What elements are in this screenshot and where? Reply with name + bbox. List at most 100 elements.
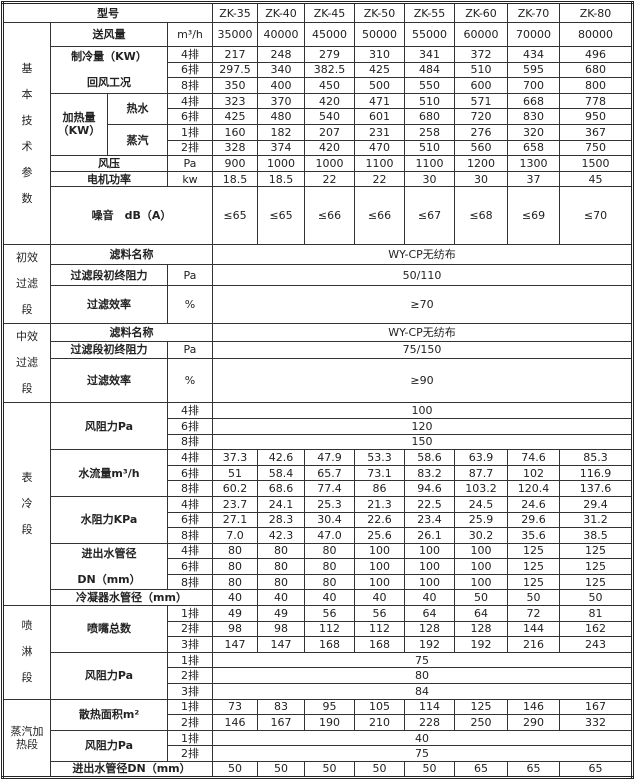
table-cell: 30.4 bbox=[304, 511, 355, 529]
table-row: 进出水管径 DN（mm） 4排 80 80 80 100 100 100 125 125 bbox=[3, 542, 633, 591]
table-cell: 50 bbox=[257, 761, 305, 778]
table-cell: 216 bbox=[507, 636, 560, 653]
table-cell: 40 bbox=[212, 729, 633, 747]
table-cell: 146 bbox=[212, 714, 258, 731]
table-row: 2排 75 bbox=[3, 745, 633, 762]
table-row: 蒸汽 1排 160 182 207 231 258 276 320 367 bbox=[3, 123, 633, 157]
table-row: 3排 147 147 168 168 192 192 216 243 bbox=[3, 636, 633, 653]
table-cell: 2排 bbox=[167, 139, 213, 157]
table-cell: 900 bbox=[212, 155, 258, 172]
row-label: 滤料名称 bbox=[50, 244, 213, 266]
table-cell: 496 bbox=[559, 46, 633, 63]
table-cell: 85.3 bbox=[559, 449, 633, 466]
table-cell: 80 bbox=[257, 558, 305, 575]
table-row: 风阻力Pa 1排 40 bbox=[3, 729, 633, 763]
table-cell: 192 bbox=[454, 636, 508, 653]
table-row: 冷凝器水管径（mm） 40 40 40 40 40 50 50 50 bbox=[3, 589, 633, 607]
table-cell: Pa bbox=[167, 264, 213, 286]
table-cell: 30 bbox=[454, 170, 508, 188]
table-cell: 6排 bbox=[167, 61, 213, 79]
table-cell: 72 bbox=[507, 605, 560, 622]
table-row: 风阻力Pa 1排 75 bbox=[3, 651, 633, 700]
row-label: 制冷量（KW） 回风工况 bbox=[50, 46, 168, 94]
table-cell: 74.6 bbox=[507, 449, 560, 466]
table-cell: 22.6 bbox=[354, 511, 405, 529]
table-cell: 420 bbox=[304, 92, 355, 110]
table-cell: 24.1 bbox=[257, 495, 305, 513]
table-cell: 125 bbox=[454, 698, 508, 716]
table-row: 加热量 （KW） 热水 4排 323 370 420 471 510 571 668 778 bbox=[3, 92, 633, 157]
table-cell: 68.6 bbox=[257, 480, 305, 497]
table-cell: 328 bbox=[212, 139, 258, 157]
table-cell: 680 bbox=[559, 61, 633, 79]
table-cell: 658 bbox=[507, 139, 560, 157]
table-cell: 560 bbox=[454, 139, 508, 157]
table-cell: 29.4 bbox=[559, 495, 633, 513]
table-row: 风压 Pa 900 1000 1000 1100 1100 1200 1300 1500 bbox=[3, 155, 633, 172]
table-cell: 112 bbox=[304, 620, 355, 638]
table-cell: 83.2 bbox=[404, 464, 455, 482]
table-cell: 47.0 bbox=[304, 527, 355, 544]
table-cell: 190 bbox=[304, 714, 355, 731]
table-cell: 4排 bbox=[167, 92, 213, 110]
table-cell: 167 bbox=[559, 698, 633, 716]
table-cell: 146 bbox=[507, 698, 560, 716]
table-cell: 100 bbox=[454, 558, 508, 575]
table-cell: 540 bbox=[304, 108, 355, 125]
table-cell: 4排 bbox=[167, 542, 213, 560]
table-cell: 350 bbox=[212, 77, 258, 94]
table-cell: 125 bbox=[559, 573, 633, 591]
row-label: 风阻力Pa bbox=[50, 402, 168, 451]
table-cell: 112 bbox=[354, 620, 405, 638]
row-label: 过滤段初终阻力 bbox=[50, 264, 168, 286]
table-cell: 8排 bbox=[167, 77, 213, 94]
model-column-header: ZK-40 bbox=[257, 2, 305, 23]
table-cell: 425 bbox=[212, 108, 258, 125]
section-label: 中效 过滤 段 bbox=[2, 323, 51, 404]
table-row: 2排 328 374 420 470 510 560 658 750 bbox=[3, 139, 633, 157]
row-label: 送风量 bbox=[50, 22, 168, 47]
table-cell: 40000 bbox=[257, 22, 305, 47]
table-cell: 4排 bbox=[167, 495, 213, 513]
table-cell: 144 bbox=[507, 620, 560, 638]
table-cell: 35000 bbox=[212, 22, 258, 47]
table-cell: 80 bbox=[304, 573, 355, 591]
table-cell: 1排 bbox=[167, 651, 213, 669]
table-cell: 100 bbox=[404, 573, 455, 591]
table-cell: 290 bbox=[507, 714, 560, 731]
table-cell: 100 bbox=[354, 573, 405, 591]
table-cell: 1200 bbox=[454, 155, 508, 172]
table-cell: 332 bbox=[559, 714, 633, 731]
table-row: 基 本 技 术 参 数送风量 m³/h 35000 40000 45000 50000 55… bbox=[2, 21, 633, 246]
table-cell: 86 bbox=[354, 480, 405, 497]
table-cell: 60.2 bbox=[212, 480, 258, 497]
table-cell: 116.9 bbox=[559, 464, 633, 482]
table-cell: 600 bbox=[454, 77, 508, 94]
table-row: 电机功率 kw 18.5 18.5 22 22 30 30 37 45 bbox=[3, 170, 633, 188]
table-cell: 680 bbox=[404, 108, 455, 125]
row-label: 热水 bbox=[107, 92, 168, 125]
table-row: 过滤效率% ≥90 bbox=[3, 357, 633, 404]
table-cell: 1排 bbox=[167, 605, 213, 622]
table-cell: 22 bbox=[354, 170, 405, 188]
table-row: 8排 150 bbox=[3, 433, 633, 451]
table-cell: 800 bbox=[559, 77, 633, 94]
table-cell: 595 bbox=[507, 61, 560, 79]
table-cell: 372 bbox=[454, 46, 508, 63]
table-cell: 1000 bbox=[304, 155, 355, 172]
table-cell: 蒸汽加 热段 bbox=[2, 698, 51, 778]
table-cell: 98 bbox=[257, 620, 305, 638]
table-cell: 21.3 bbox=[354, 495, 405, 513]
table-cell: WY-CP无纺布 bbox=[212, 323, 633, 342]
table-cell: 80 bbox=[212, 542, 258, 560]
table-row: 初效 过滤 段滤料名称 WY-CP无纺布 bbox=[2, 244, 633, 325]
table-cell: 50 bbox=[212, 761, 258, 778]
table-cell: 60000 bbox=[454, 22, 508, 47]
table-row: 8排 60.2 68.6 77.4 86 94.6 103.2 120.4 137.6 bbox=[3, 480, 633, 497]
row-label: 风阻力Pa bbox=[50, 729, 168, 763]
table-cell: 1排 bbox=[167, 698, 213, 716]
row-label: 进出水管径DN（mm） bbox=[50, 761, 213, 778]
table-cell: 4排 bbox=[167, 449, 213, 466]
table-cell: 276 bbox=[454, 123, 508, 141]
